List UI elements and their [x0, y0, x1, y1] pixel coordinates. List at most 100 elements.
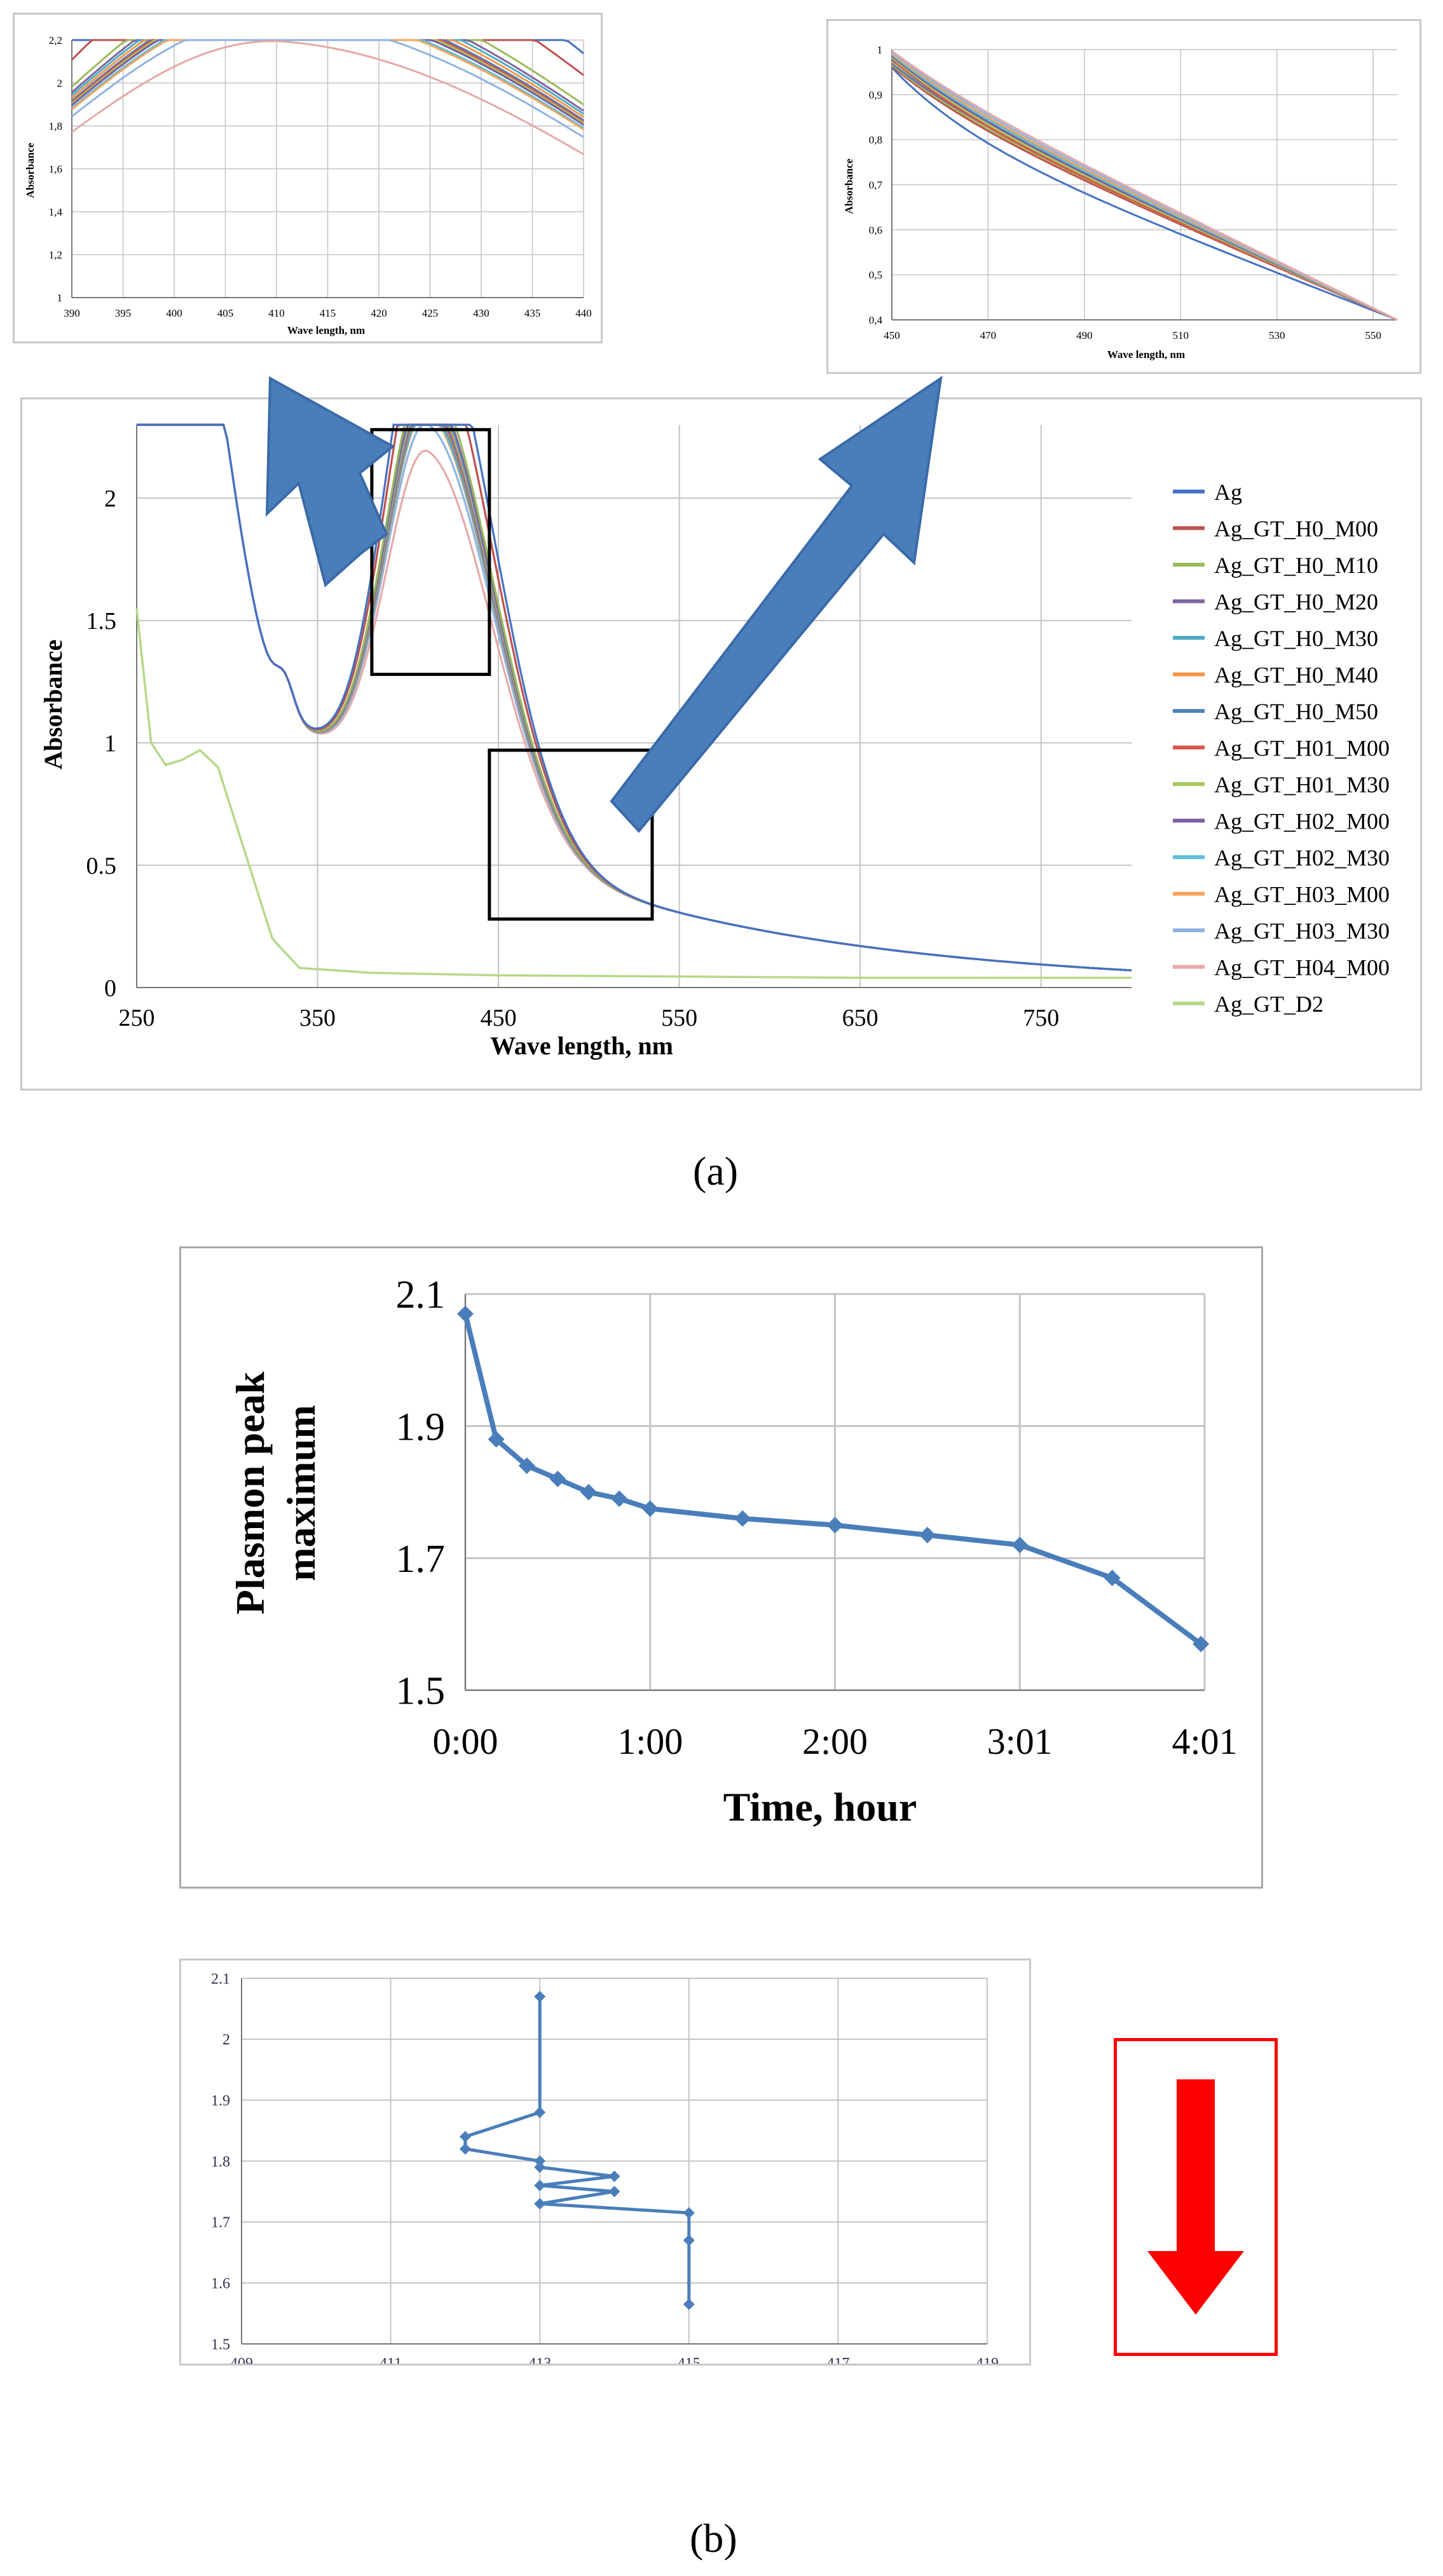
x-tick-label: 530	[1269, 329, 1285, 341]
x-tick-label: 425	[422, 307, 439, 319]
x-tick-label: 350	[299, 1005, 336, 1031]
data-point	[608, 2186, 620, 2198]
inset-tail-panel: 0,4 0,5 0,6 0,7 0,8 0,9 1 450 470 490 510 530 550 Wav…	[826, 19, 1421, 374]
y-tick-label: 0	[104, 975, 116, 1002]
zoom-arrow-right	[610, 375, 943, 834]
series-line	[891, 67, 1398, 321]
x-tick-label: 510	[1173, 329, 1189, 341]
caption-a: (a)	[693, 1148, 739, 1194]
y-axis-title-line1: Plasmon peak	[228, 1371, 273, 1615]
x-tick-label: 435	[524, 307, 541, 319]
x-tick-label: 750	[1023, 1005, 1059, 1031]
data-point	[1193, 1636, 1210, 1653]
y-tick-label: 0,6	[869, 224, 882, 236]
caption-b: (b)	[690, 2516, 737, 2561]
y-tick-label: 2	[222, 2032, 230, 2048]
data-point	[826, 1517, 844, 1534]
legend-label: Ag_GT_H03_M30	[1214, 918, 1390, 944]
y-tick-label: 1	[104, 731, 116, 757]
data-point	[608, 2170, 620, 2182]
x-axis-title: Wave length, nm	[490, 1031, 673, 1060]
y-tick-label: 0,8	[869, 134, 882, 146]
y-tick-label: 1	[877, 44, 883, 56]
zoom-box	[370, 428, 491, 676]
data-point	[611, 1490, 628, 1507]
main-spectrum-chart: 0 0.5 1 1.5 2 250 350 450 550 650 750 Wave length, …	[39, 424, 1390, 1060]
inset-peak-chart: 1 1,2 1,4 1,6 1,8 2 2,2 390 395 400 405 410 415 420 42…	[24, 34, 592, 336]
zoom-arrows	[265, 375, 943, 834]
x-tick-label: 409	[230, 2355, 253, 2364]
x-tick-label: 2:00	[802, 1721, 868, 1762]
y-tick-label: 0,9	[869, 89, 882, 101]
wavelength-panel: 1.5 1.6 1.7 1.8 1.9 2 2.1 409 411 413 415 417 419	[179, 1959, 1031, 2366]
x-tick-label: 417	[826, 2355, 849, 2364]
x-tick-label: 420	[371, 307, 387, 319]
x-tick-label: 413	[528, 2355, 551, 2364]
x-tick-label: 3:01	[987, 1721, 1053, 1762]
plasmon-time-panel: 1.5 1.7 1.9 2.1 0:00 1:00 2:00 3:01 4:01 Time, ho…	[179, 1246, 1263, 1889]
y-tick-label: 1.5	[396, 1670, 446, 1713]
y-tick-label: 1.7	[211, 2215, 230, 2231]
series-line	[891, 50, 1398, 321]
y-tick-label: 0,7	[869, 179, 883, 191]
x-tick-label: 390	[64, 307, 80, 319]
x-tick-label: 400	[166, 307, 182, 319]
x-tick-label: 430	[473, 307, 489, 319]
data-point	[457, 1305, 474, 1323]
x-tick-label: 410	[268, 307, 285, 319]
x-tick-label: 440	[575, 307, 592, 319]
data-point	[534, 2155, 546, 2167]
data-point	[534, 2198, 546, 2210]
x-tick-label: 450	[884, 329, 900, 341]
data-point	[534, 1990, 546, 2002]
legend-label: Ag_GT_H0_M00	[1214, 516, 1378, 542]
y-tick-label: 1	[57, 292, 63, 304]
legend-label: Ag_GT_D2	[1214, 991, 1323, 1017]
x-tick-label: 405	[217, 307, 234, 319]
y-tick-label: 1.9	[211, 2093, 230, 2109]
x-axis-title: Wave length, nm	[287, 324, 365, 336]
legend-label: Ag_GT_H0_M20	[1214, 589, 1378, 615]
legend-label: Ag_GT_H0_M40	[1214, 663, 1378, 688]
series-line	[137, 424, 1132, 972]
data-point	[459, 2131, 471, 2143]
y-tick-label: 2	[57, 77, 63, 89]
inset-tail-chart: 0,4 0,5 0,6 0,7 0,8 0,9 1 450 470 490 510 530 550 Wav…	[843, 44, 1398, 361]
y-tick-label: 2.1	[396, 1274, 446, 1317]
wavelength-chart: 1.5 1.6 1.7 1.8 1.9 2 2.1 409 411 413 415 417 419	[211, 1971, 999, 2364]
series-line	[71, 39, 584, 139]
x-tick-label: 4:01	[1172, 1721, 1237, 1762]
data-point	[518, 1457, 535, 1474]
x-tick-label: 450	[481, 1005, 517, 1031]
x-tick-label: 415	[320, 307, 336, 319]
data-point	[1011, 1536, 1029, 1553]
y-tick-label: 1.9	[396, 1405, 446, 1449]
data-point	[459, 2143, 471, 2155]
y-tick-label: 1.6	[211, 2276, 230, 2292]
x-tick-label: 411	[380, 2355, 402, 2364]
data-point	[534, 2161, 546, 2173]
x-axis-title: Wave length, nm	[1107, 348, 1185, 361]
zoom-arrow-left	[265, 376, 395, 588]
x-tick-label: 1:00	[617, 1721, 683, 1762]
y-tick-label: 1.5	[211, 2336, 230, 2353]
y-tick-label: 1,2	[49, 249, 62, 261]
y-tick-label: 1,8	[49, 120, 62, 132]
x-tick-label: 395	[115, 307, 132, 319]
data-point	[683, 2298, 695, 2310]
x-tick-label: 470	[980, 329, 997, 341]
legend-label: Ag	[1214, 479, 1242, 505]
legend-label: Ag_GT_H0_M30	[1214, 626, 1378, 651]
y-tick-label: 2.1	[211, 1971, 230, 1987]
data-point	[580, 1484, 597, 1501]
x-tick-label: 490	[1076, 329, 1093, 341]
y-tick-label: 1.7	[396, 1538, 446, 1581]
legend-label: Ag_GT_H02_M30	[1214, 845, 1390, 871]
y-tick-label: 1,6	[49, 163, 62, 175]
series-line	[71, 40, 584, 155]
data-point	[549, 1470, 566, 1487]
y-tick-label: 0.5	[86, 853, 117, 879]
decrease-indicator	[1114, 2038, 1278, 2356]
y-axis-title: Absorbance	[39, 640, 67, 769]
main-spectrum-panel: 0 0.5 1 1.5 2 250 350 450 550 650 750 Wave length, …	[20, 397, 1422, 1091]
